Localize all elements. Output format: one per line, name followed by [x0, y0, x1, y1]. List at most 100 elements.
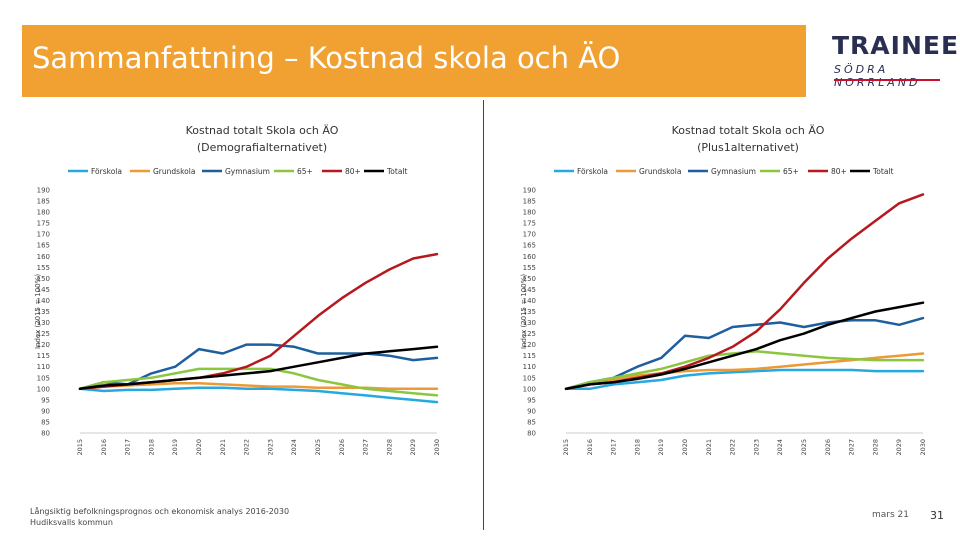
x-tick-label: 2025 — [314, 439, 322, 456]
y-tick-label: 125 — [37, 330, 50, 338]
x-tick-label: 2017 — [610, 439, 618, 456]
y-tick-label: 140 — [523, 297, 536, 305]
x-tick-label: 2019 — [171, 439, 179, 456]
logo-wordmark: TRAINEE — [832, 31, 960, 60]
x-tick-label: 2020 — [681, 439, 689, 456]
y-tick-label: 145 — [37, 286, 50, 294]
x-tick-label: 2021 — [219, 439, 227, 456]
y-tick-label: 160 — [523, 253, 536, 261]
chart-subtitle: (Plus1alternativet) — [697, 141, 799, 154]
legend-label-forskola: Förskola — [577, 167, 608, 176]
slide-date: mars 21 — [872, 510, 909, 520]
chart-demografi: Kostnad totalt Skola och ÄO (Demografialt… — [22, 120, 462, 460]
y-tick-label: 90 — [41, 407, 50, 415]
x-tick-label: 2029 — [895, 439, 903, 456]
y-axis-label: Index (2015 = 100%) — [34, 274, 42, 349]
y-tick-label: 95 — [527, 396, 536, 404]
logo-subtitle: SÖDRA NORRLAND — [834, 63, 921, 89]
y-tick-label: 115 — [523, 352, 536, 360]
x-tick-label: 2030 — [919, 439, 927, 456]
series-line-forskola — [564, 368, 925, 391]
y-tick-label: 165 — [37, 242, 50, 250]
y-tick-label: 80 — [41, 430, 50, 438]
x-tick-label: 2018 — [147, 439, 155, 456]
y-tick-label: 190 — [523, 187, 536, 195]
y-tick-label: 125 — [523, 330, 536, 338]
series-line-totalt — [564, 301, 925, 391]
logo-underline — [834, 79, 940, 81]
slide-title: Sammanfattning – Kostnad skola och ÄO — [32, 41, 621, 75]
x-tick-label: 2027 — [848, 439, 856, 456]
y-tick-label: 100 — [523, 385, 536, 393]
y-tick-label: 165 — [523, 242, 536, 250]
source-line-1: Långsiktig befolkningsprognos och ekonom… — [30, 507, 290, 516]
y-tick-label: 180 — [523, 209, 536, 217]
y-tick-label: 155 — [37, 264, 50, 272]
x-tick-label: 2028 — [385, 439, 393, 456]
series-line-65-plus — [78, 367, 439, 397]
y-tick-label: 115 — [37, 352, 50, 360]
y-tick-label: 90 — [527, 407, 536, 415]
y-tick-label: 85 — [527, 418, 536, 426]
series-line-forskola — [78, 386, 439, 404]
y-tick-label: 170 — [523, 231, 536, 239]
legend-label-80-plus: 80+ — [345, 167, 361, 176]
y-tick-label: 150 — [37, 275, 50, 283]
legend-label-totalt: Totalt — [386, 167, 408, 176]
y-tick-label: 130 — [37, 319, 50, 327]
y-tick-label: 135 — [523, 308, 536, 316]
y-tick-label: 175 — [523, 220, 536, 228]
legend-label-forskola: Förskola — [91, 167, 122, 176]
series-line-grundskola — [78, 382, 439, 391]
x-tick-label: 2023 — [752, 439, 760, 456]
x-tick-label: 2027 — [362, 439, 370, 456]
y-tick-label: 110 — [37, 363, 50, 371]
y-tick-label: 130 — [523, 319, 536, 327]
legend-label-grundskola: Grundskola — [153, 167, 195, 176]
x-tick-label: 2016 — [100, 439, 108, 456]
x-tick-label: 2018 — [633, 439, 641, 456]
chart-plus1: Kostnad totalt Skola och ÄO (Plus1alterna… — [508, 120, 948, 460]
chart-subtitle: (Demografialternativet) — [197, 141, 327, 154]
y-tick-label: 180 — [37, 209, 50, 217]
y-axis-label: Index (2015 = 100%) — [520, 274, 528, 349]
x-tick-label: 2022 — [729, 439, 737, 456]
y-tick-label: 80 — [527, 430, 536, 438]
chart-plus1-svg: Kostnad totalt Skola och ÄO (Plus1alterna… — [520, 124, 927, 456]
x-tick-label: 2020 — [195, 439, 203, 456]
y-tick-label: 120 — [37, 341, 50, 349]
chart-divider — [483, 100, 484, 530]
y-tick-label: 155 — [523, 264, 536, 272]
chart-title: Kostnad totalt Skola och ÄO — [672, 124, 825, 137]
x-tick-label: 2024 — [776, 439, 784, 456]
y-tick-label: 120 — [523, 341, 536, 349]
x-tick-label: 2015 — [562, 439, 570, 456]
y-tick-label: 170 — [37, 231, 50, 239]
x-tick-label: 2026 — [824, 439, 832, 456]
legend-label-80-plus: 80+ — [831, 167, 847, 176]
legend-label-grundskola: Grundskola — [639, 167, 681, 176]
legend-label-65-plus: 65+ — [783, 167, 799, 176]
legend-label-65-plus: 65+ — [297, 167, 313, 176]
trainee-logo: TRAINEE SÖDRA NORRLAND — [806, 25, 958, 97]
x-tick-label: 2028 — [871, 439, 879, 456]
y-tick-label: 95 — [41, 396, 50, 404]
y-tick-label: 190 — [37, 187, 50, 195]
y-tick-label: 105 — [37, 374, 50, 382]
x-tick-label: 2026 — [338, 439, 346, 456]
y-tick-label: 110 — [523, 363, 536, 371]
series-line-totalt — [78, 345, 439, 391]
y-tick-label: 185 — [523, 198, 536, 206]
source-line-2: Hudiksvalls kommun — [30, 518, 113, 527]
x-tick-label: 2021 — [705, 439, 713, 456]
x-tick-label: 2017 — [124, 439, 132, 456]
y-tick-label: 100 — [37, 385, 50, 393]
x-tick-label: 2030 — [433, 439, 441, 456]
series-line-gymnasium — [564, 316, 925, 391]
x-tick-label: 2029 — [409, 439, 417, 456]
page-number: 31 — [930, 509, 944, 522]
x-tick-label: 2022 — [243, 439, 251, 456]
x-tick-label: 2023 — [266, 439, 274, 456]
source-note: Långsiktig befolkningsprognos och ekonom… — [30, 506, 289, 528]
y-tick-label: 175 — [37, 220, 50, 228]
